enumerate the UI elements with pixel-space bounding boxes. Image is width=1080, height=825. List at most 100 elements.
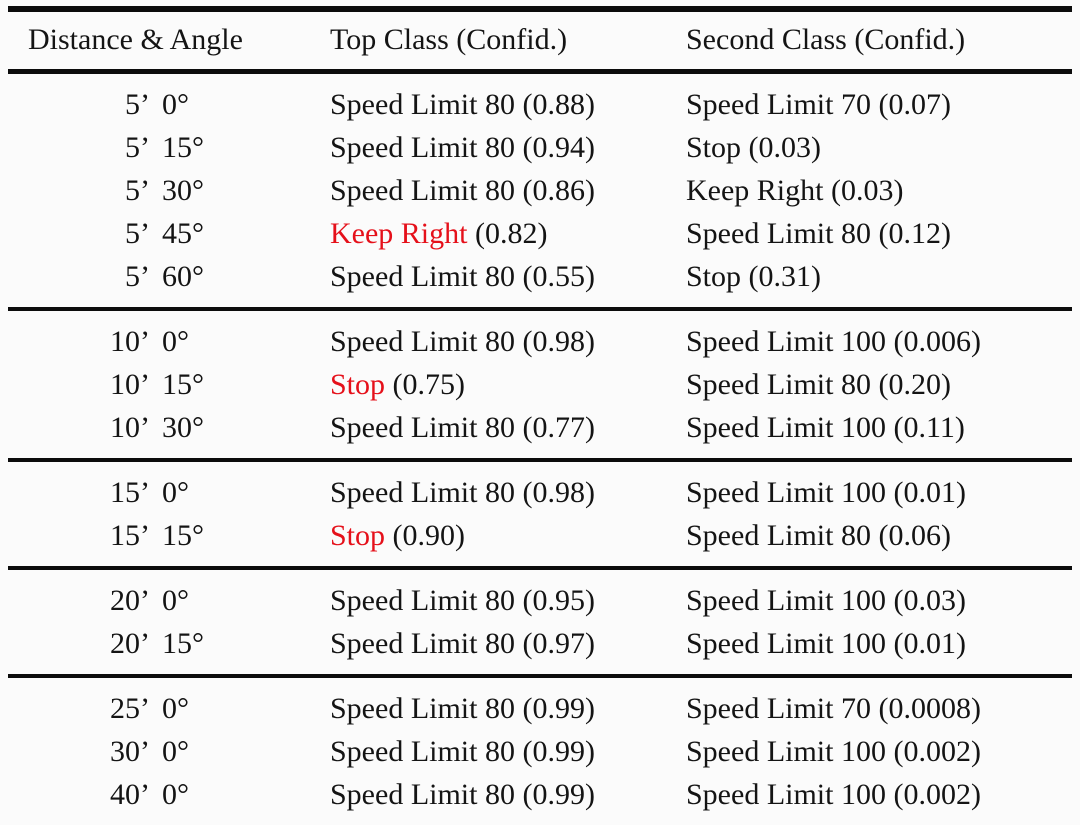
table-row: 20’ 0° Speed Limit 80 (0.95) Speed Limit 10… xyxy=(8,568,1072,622)
distance-value: 25’ xyxy=(110,692,150,725)
angle-value: 45° xyxy=(162,217,204,250)
distance-value: 5’ xyxy=(125,217,150,250)
row-group-4: 20’ 0° Speed Limit 80 (0.95) Speed Limit 10… xyxy=(8,568,1072,676)
second-class-confidence: (0.0008) xyxy=(870,692,981,725)
cell-top-class: Speed Limit 80 (0.86) xyxy=(308,169,664,212)
distance-value: 15’ xyxy=(110,519,150,552)
distance-angle-value: 5’ 60° xyxy=(98,255,218,298)
distance-angle-value: 20’ 15° xyxy=(98,622,218,665)
cell-top-class: Speed Limit 80 (0.98) xyxy=(308,460,664,514)
distance-value: 5’ xyxy=(125,260,150,293)
distance-angle-value: 15’ 0° xyxy=(98,471,218,514)
cell-top-class: Speed Limit 80 (0.99) xyxy=(308,730,664,773)
cell-distance-angle: 30’ 0° xyxy=(8,730,308,773)
second-class-label: Stop xyxy=(686,260,742,293)
cell-top-class: Speed Limit 80 (0.98) xyxy=(308,309,664,363)
header-distance-angle: Distance & Angle xyxy=(28,23,243,56)
classification-results-table: Distance & Angle Top Class (Confid.) Sec… xyxy=(8,6,1072,825)
second-class-label: Speed Limit 100 xyxy=(686,476,886,509)
table-row: 10’ 0° Speed Limit 80 (0.98) Speed Limit 10… xyxy=(8,309,1072,363)
top-class-confidence: (0.99) xyxy=(514,735,595,768)
cell-top-class: Speed Limit 80 (0.94) xyxy=(308,126,664,169)
cell-second-class: Speed Limit 100 (0.01) xyxy=(664,460,1072,514)
cell-distance-angle: 10’ 30° xyxy=(8,406,308,460)
cell-top-class: Stop (0.75) xyxy=(308,363,664,406)
distance-angle-value: 10’ 30° xyxy=(98,406,218,449)
table-row: 20’ 15° Speed Limit 80 (0.97) Speed Limit 1… xyxy=(8,622,1072,676)
second-class-label: Speed Limit 100 xyxy=(686,411,886,444)
cell-second-class: Keep Right (0.03) xyxy=(664,169,1072,212)
angle-value: 15° xyxy=(162,131,204,164)
cell-top-class: Speed Limit 80 (0.99) xyxy=(308,773,664,825)
angle-value: 15° xyxy=(162,519,204,552)
second-class-confidence: (0.12) xyxy=(870,217,951,250)
cell-distance-angle: 40’ 0° xyxy=(8,773,308,825)
top-class-label: Speed Limit 80 xyxy=(330,174,515,207)
second-class-confidence: (0.01) xyxy=(885,476,966,509)
table-row: 10’ 30° Speed Limit 80 (0.77) Speed Limit 1… xyxy=(8,406,1072,460)
top-class-confidence: (0.98) xyxy=(514,476,595,509)
second-class-label: Speed Limit 80 xyxy=(686,519,871,552)
top-class-label: Speed Limit 80 xyxy=(330,411,515,444)
table-row: 40’ 0° Speed Limit 80 (0.99) Speed Limit 10… xyxy=(8,773,1072,825)
top-class-label: Speed Limit 80 xyxy=(330,476,515,509)
table-row: 5’ 60° Speed Limit 80 (0.55) Stop (0.31) xyxy=(8,255,1072,309)
header-second-class: Second Class (Confid.) xyxy=(686,23,966,56)
second-class-confidence: (0.002) xyxy=(885,735,981,768)
cell-distance-angle: 25’ 0° xyxy=(8,676,308,730)
top-class-confidence: (0.86) xyxy=(514,174,595,207)
top-class-label: Speed Limit 80 xyxy=(330,735,515,768)
top-class-label: Speed Limit 80 xyxy=(330,692,515,725)
angle-value: 0° xyxy=(162,735,189,768)
distance-value: 5’ xyxy=(125,88,150,121)
top-class-confidence: (0.98) xyxy=(514,325,595,358)
second-class-label: Speed Limit 100 xyxy=(686,584,886,617)
angle-value: 15° xyxy=(162,368,204,401)
cell-distance-angle: 10’ 15° xyxy=(8,363,308,406)
angle-value: 0° xyxy=(162,778,189,811)
cell-top-class: Speed Limit 80 (0.97) xyxy=(308,622,664,676)
cell-top-class: Speed Limit 80 (0.88) xyxy=(308,72,664,127)
cell-distance-angle: 15’ 15° xyxy=(8,514,308,568)
second-class-label: Speed Limit 70 xyxy=(686,692,871,725)
top-class-confidence: (0.90) xyxy=(385,519,466,552)
top-class-label: Speed Limit 80 xyxy=(330,778,515,811)
cell-second-class: Speed Limit 100 (0.11) xyxy=(664,406,1072,460)
distance-value: 40’ xyxy=(110,778,150,811)
distance-value: 20’ xyxy=(110,627,150,660)
distance-angle-value: 30’ 0° xyxy=(98,730,218,773)
second-class-confidence: (0.002) xyxy=(885,778,981,811)
cell-distance-angle: 5’ 0° xyxy=(8,72,308,127)
top-class-confidence: (0.75) xyxy=(385,368,466,401)
distance-angle-value: 25’ 0° xyxy=(98,687,218,730)
header-top-class: Top Class (Confid.) xyxy=(330,23,568,56)
distance-angle-value: 5’ 15° xyxy=(98,126,218,169)
top-class-confidence: (0.99) xyxy=(514,778,595,811)
second-class-label: Speed Limit 100 xyxy=(686,325,886,358)
distance-value: 30’ xyxy=(110,735,150,768)
top-class-label: Speed Limit 80 xyxy=(330,627,515,660)
angle-value: 15° xyxy=(162,627,204,660)
cell-second-class: Speed Limit 100 (0.002) xyxy=(664,730,1072,773)
table-header: Distance & Angle Top Class (Confid.) Sec… xyxy=(8,9,1072,72)
top-class-label: Speed Limit 80 xyxy=(330,325,515,358)
second-class-confidence: (0.06) xyxy=(870,519,951,552)
table-row: 5’ 0° Speed Limit 80 (0.88) Speed Limit 70 … xyxy=(8,72,1072,127)
second-class-label: Speed Limit 100 xyxy=(686,627,886,660)
cell-second-class: Speed Limit 70 (0.0008) xyxy=(664,676,1072,730)
cell-second-class: Speed Limit 100 (0.002) xyxy=(664,773,1072,825)
distance-angle-value: 5’ 0° xyxy=(98,83,218,126)
row-group-5: 25’ 0° Speed Limit 80 (0.99) Speed Limit 70… xyxy=(8,676,1072,825)
top-class-label: Stop xyxy=(330,368,386,401)
cell-top-class: Speed Limit 80 (0.55) xyxy=(308,255,664,309)
top-class-confidence: (0.55) xyxy=(514,260,595,293)
distance-value: 5’ xyxy=(125,131,150,164)
top-class-label: Speed Limit 80 xyxy=(330,260,515,293)
top-class-confidence: (0.77) xyxy=(514,411,595,444)
header-row: Distance & Angle Top Class (Confid.) Sec… xyxy=(8,9,1072,72)
distance-angle-value: 10’ 0° xyxy=(98,320,218,363)
row-group-3: 15’ 0° Speed Limit 80 (0.98) Speed Limit 10… xyxy=(8,460,1072,568)
cell-second-class: Speed Limit 100 (0.01) xyxy=(664,622,1072,676)
cell-second-class: Speed Limit 80 (0.20) xyxy=(664,363,1072,406)
cell-distance-angle: 5’ 15° xyxy=(8,126,308,169)
